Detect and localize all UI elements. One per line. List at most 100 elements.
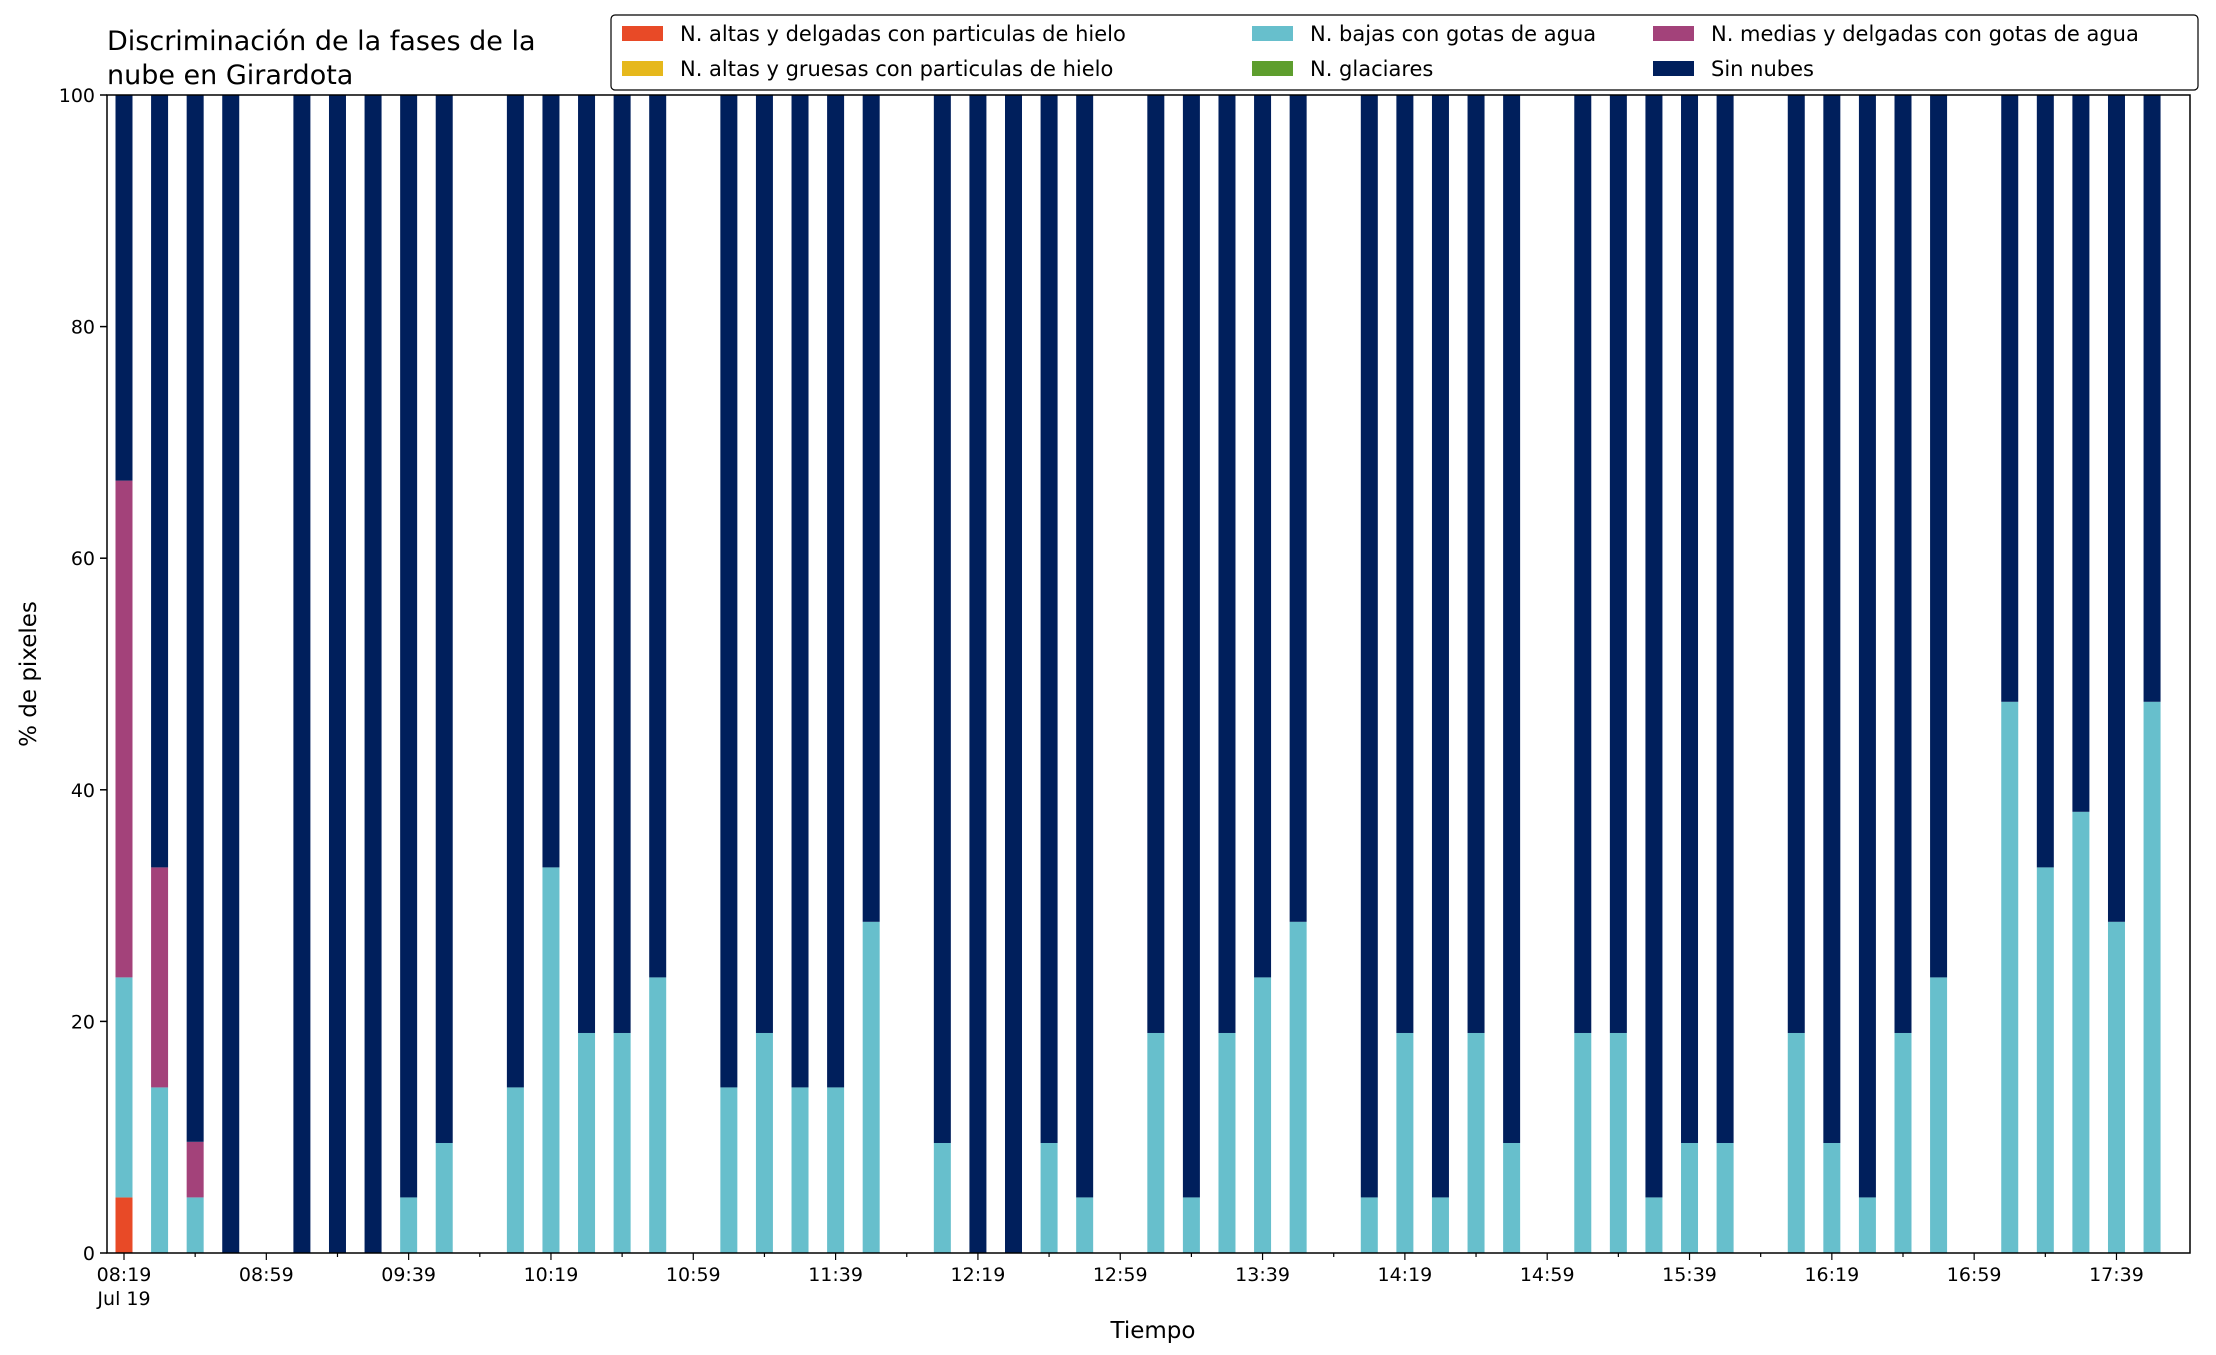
chart-title-line-1: Discriminación de la fases de la [107, 26, 536, 57]
legend-label: N. medias y delgadas con gotas de agua [1711, 22, 2139, 46]
bar-segment [755, 1032, 773, 1253]
bar-segment [186, 1141, 204, 1198]
bar-stack [400, 95, 418, 1253]
bar-segment [2072, 95, 2090, 812]
bar-segment [435, 95, 453, 1143]
bar-stack [1360, 95, 1378, 1253]
bar-segment [1574, 95, 1592, 1033]
x-tick-label: 14:19 [1377, 1264, 1432, 1286]
bar-stack [862, 95, 880, 1253]
bar-segment [1894, 1032, 1912, 1253]
x-tick-label: 10:19 [524, 1264, 579, 1286]
x-tick-label: 17:39 [2089, 1264, 2144, 1286]
bar-segment [827, 95, 845, 1088]
bar-stack [115, 95, 133, 1253]
bar-stack [1930, 95, 1948, 1253]
bar-stack [613, 95, 631, 1253]
bar-segment [755, 95, 773, 1033]
x-tick-label: 13:39 [1235, 1264, 1290, 1286]
x-axis-title: Tiempo [1110, 1318, 1196, 1344]
bar-segment [1289, 921, 1307, 1253]
legend: N. altas y delgadas con particulas de hi… [610, 14, 2199, 91]
y-axis-title: % de pixeles [16, 601, 42, 747]
bar-segment [1467, 1032, 1485, 1253]
bar-segment [506, 95, 524, 1088]
bar-stack [1858, 95, 1876, 1253]
bar-segment [151, 867, 169, 1088]
y-tick-label: 60 [71, 548, 95, 570]
bar-segment [791, 1087, 809, 1253]
bar-segment [1894, 95, 1912, 1033]
bar-stack [933, 95, 951, 1253]
bar-segment [1289, 95, 1307, 922]
bar-segment [2036, 867, 2054, 1253]
bar-stack [2036, 95, 2054, 1253]
bar-stack [1396, 95, 1414, 1253]
bar-stack [1609, 95, 1627, 1253]
bar-segment [1503, 1142, 1521, 1253]
bar-segment [1218, 1032, 1236, 1253]
bar-stack [2107, 95, 2125, 1253]
x-tick-label: 08:59 [239, 1264, 294, 1286]
bar-segment [969, 95, 987, 1253]
bar-segment [506, 1087, 524, 1253]
bar-stack [2072, 95, 2090, 1253]
bar-segment [222, 95, 240, 1253]
bar-segment [1716, 1142, 1734, 1253]
plot-area-frame [106, 94, 2191, 1254]
bar-segment [151, 1087, 169, 1253]
bar-stack [755, 95, 773, 1253]
bar-segment [862, 95, 880, 922]
bar-stack [1289, 95, 1307, 1253]
bar-segment [115, 480, 133, 978]
bar-stack [1645, 95, 1663, 1253]
legend-label: N. altas y delgadas con particulas de hi… [680, 22, 1126, 46]
bar-segment [1360, 95, 1378, 1198]
bar-segment [2072, 811, 2090, 1253]
bar-segment [2001, 95, 2019, 702]
bar-stack [720, 95, 738, 1253]
bar-stack [435, 95, 453, 1253]
bar-stack [2143, 95, 2161, 1253]
bar-stack [506, 95, 524, 1253]
bar-segment [1254, 95, 1272, 978]
bar-segment [613, 95, 631, 1033]
x-tick-label: 15:39 [1662, 1264, 1717, 1286]
bar-stack [1254, 95, 1272, 1253]
bar-segment [115, 95, 133, 481]
x-tick-sublabel: Jul 19 [96, 1288, 150, 1310]
bar-stack [1076, 95, 1094, 1253]
bar-segment [1040, 1142, 1058, 1253]
bar-segment [400, 95, 418, 1198]
bar-segment [542, 867, 560, 1253]
bar-stack [1503, 95, 1521, 1253]
legend-swatch [1653, 26, 1694, 41]
chart-title-line-2: nube en Girardota [107, 60, 353, 91]
bar-stack [1574, 95, 1592, 1253]
x-tick-label: 12:59 [1093, 1264, 1148, 1286]
bar-segment [1147, 1032, 1165, 1253]
x-tick-label: 11:39 [808, 1264, 863, 1286]
legend-swatch [1653, 61, 1694, 76]
bar-stack [1716, 95, 1734, 1253]
bar-segment [1040, 95, 1058, 1143]
bar-segment [720, 1087, 738, 1253]
bar-stack [1182, 95, 1200, 1253]
bar-segment [2001, 701, 2019, 1253]
bar-segment [293, 95, 311, 1253]
bar-segment [364, 95, 382, 1253]
bar-segment [542, 95, 560, 868]
legend-swatch [622, 61, 663, 76]
x-tick-label: 09:39 [381, 1264, 436, 1286]
y-axis: 0 20 40 60 80 100 [59, 85, 107, 1265]
y-tick-label: 100 [59, 85, 95, 107]
bar-segment [649, 95, 667, 978]
bar-stack [649, 95, 667, 1253]
bar-segment [1396, 95, 1414, 1033]
bar-segment [1574, 1032, 1592, 1253]
legend-label: Sin nubes [1711, 57, 1814, 81]
bar-stack [791, 95, 809, 1253]
bar-segment [1823, 95, 1841, 1143]
bar-stack [364, 95, 382, 1253]
bar-segment [1147, 95, 1165, 1033]
